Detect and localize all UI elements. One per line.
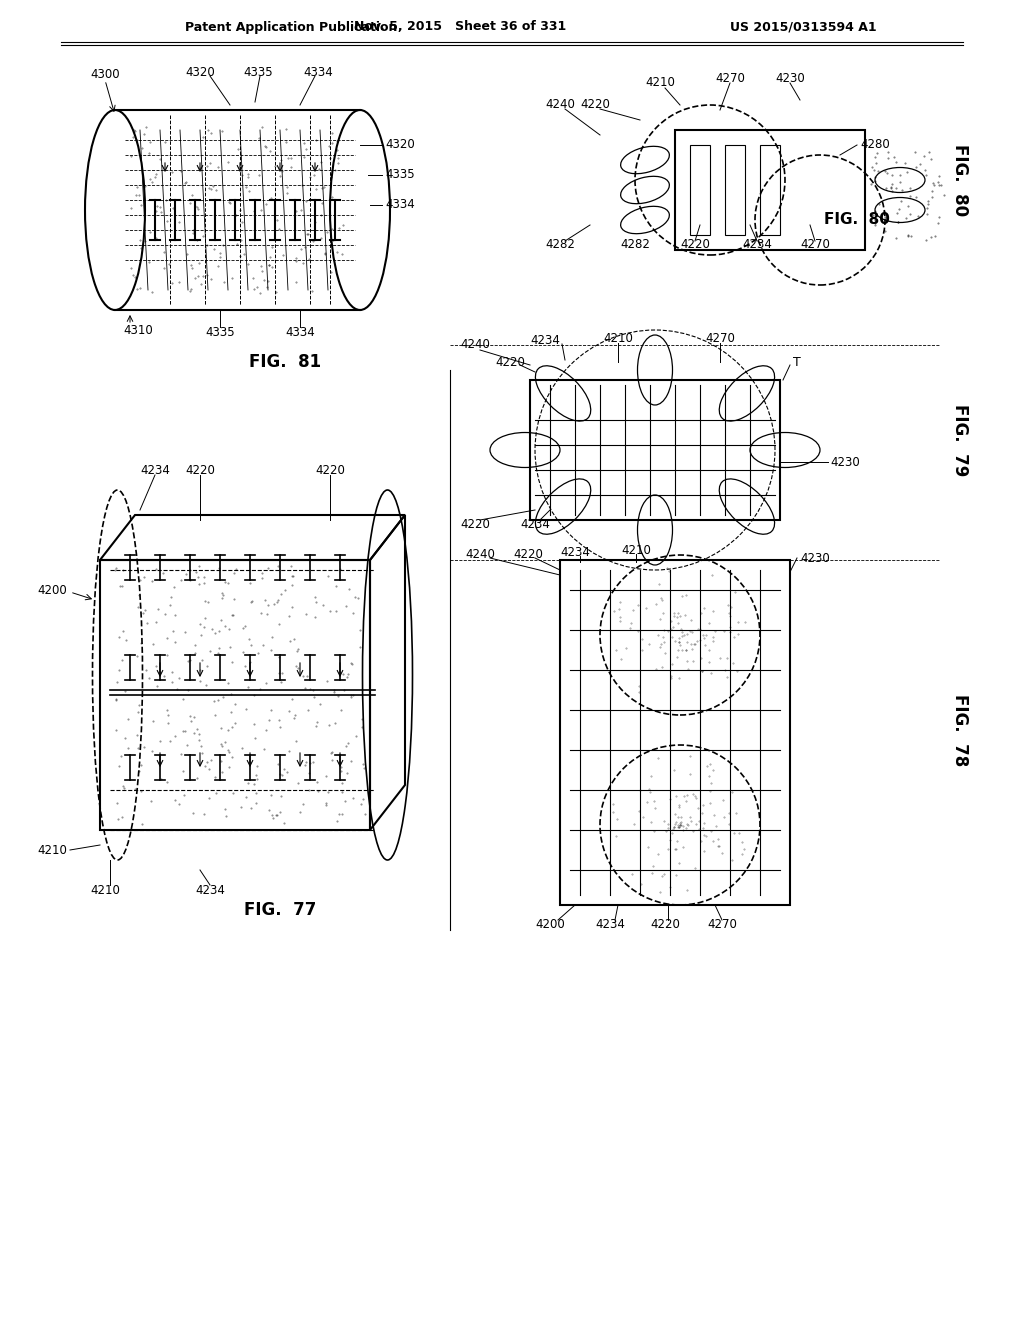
Text: 4220: 4220 — [513, 549, 543, 561]
Text: 4200: 4200 — [536, 919, 565, 932]
Text: 4240: 4240 — [545, 99, 574, 111]
Text: 4270: 4270 — [800, 239, 829, 252]
Text: 4234: 4234 — [560, 545, 590, 558]
Text: FIG.  81: FIG. 81 — [249, 352, 322, 371]
Text: 4234: 4234 — [140, 463, 170, 477]
Text: 4270: 4270 — [715, 71, 744, 84]
Text: FIG.  78: FIG. 78 — [951, 694, 969, 766]
Text: 4300: 4300 — [90, 69, 120, 82]
Bar — [690, 145, 710, 235]
Text: T: T — [793, 355, 801, 368]
Text: 4210: 4210 — [622, 544, 651, 557]
Text: 4220: 4220 — [580, 99, 610, 111]
Text: 4234: 4234 — [595, 919, 625, 932]
Text: 4230: 4230 — [775, 71, 805, 84]
Text: 4234: 4234 — [530, 334, 560, 346]
Bar — [760, 145, 780, 235]
Text: 4210: 4210 — [645, 77, 675, 90]
Text: 4334: 4334 — [303, 66, 333, 78]
Text: 4334: 4334 — [385, 198, 415, 211]
Text: 4240: 4240 — [460, 338, 489, 351]
Text: 4234: 4234 — [520, 519, 550, 532]
Text: 4335: 4335 — [385, 169, 415, 181]
Text: 4310: 4310 — [123, 323, 153, 337]
Text: 4220: 4220 — [650, 919, 680, 932]
Text: FIG.  80: FIG. 80 — [951, 144, 969, 216]
Text: 4220: 4220 — [495, 355, 525, 368]
Text: Nov. 5, 2015   Sheet 36 of 331: Nov. 5, 2015 Sheet 36 of 331 — [354, 21, 566, 33]
Text: 4234: 4234 — [195, 883, 225, 896]
Text: 4270: 4270 — [707, 919, 737, 932]
Text: 4270: 4270 — [706, 331, 735, 345]
Text: 4220: 4220 — [315, 463, 345, 477]
Text: FIG.  79: FIG. 79 — [951, 404, 969, 477]
Text: 4335: 4335 — [243, 66, 272, 78]
Text: 4220: 4220 — [680, 239, 710, 252]
Text: 4334: 4334 — [285, 326, 314, 338]
Bar — [725, 145, 745, 235]
Bar — [530, 380, 780, 520]
Text: 4200: 4200 — [37, 583, 67, 597]
Text: 4220: 4220 — [460, 519, 489, 532]
Text: 4282: 4282 — [545, 239, 574, 252]
Bar — [675, 129, 865, 249]
Text: 4220: 4220 — [185, 463, 215, 477]
Text: 4320: 4320 — [185, 66, 215, 78]
Text: 4234: 4234 — [742, 239, 772, 252]
Text: 4230: 4230 — [830, 455, 860, 469]
Bar — [560, 560, 790, 906]
Text: 4282: 4282 — [621, 239, 650, 252]
Text: Patent Application Publication: Patent Application Publication — [185, 21, 397, 33]
Text: 4210: 4210 — [90, 883, 120, 896]
Text: 4210: 4210 — [37, 843, 67, 857]
Text: FIG.  80: FIG. 80 — [824, 213, 890, 227]
Text: 4240: 4240 — [465, 549, 495, 561]
Text: 4230: 4230 — [800, 552, 829, 565]
Text: FIG.  77: FIG. 77 — [244, 902, 316, 919]
Text: 4320: 4320 — [385, 139, 415, 152]
Text: 4335: 4335 — [205, 326, 234, 338]
Text: US 2015/0313594 A1: US 2015/0313594 A1 — [730, 21, 877, 33]
Text: 4280: 4280 — [860, 139, 890, 152]
Text: 4210: 4210 — [603, 331, 633, 345]
